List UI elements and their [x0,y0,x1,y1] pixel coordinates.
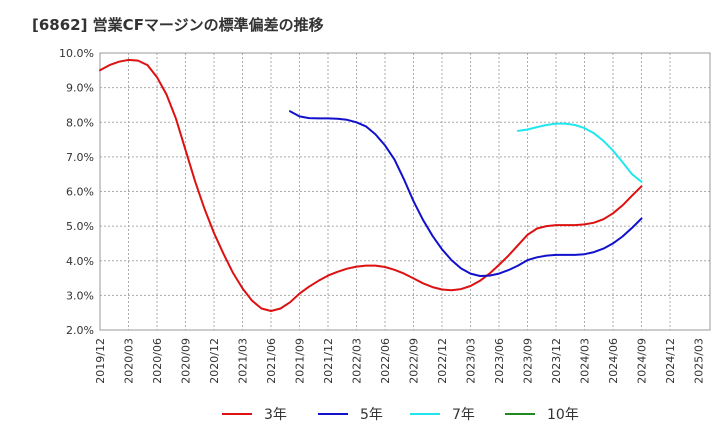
series-line-5年 [289,110,643,277]
y-tick-label: 5.0% [66,220,94,233]
y-tick-label: 10.0% [59,47,94,60]
x-tick-label: 2019/12 [94,338,107,384]
x-tick-label: 2020/12 [208,338,221,384]
y-tick-label: 9.0% [66,82,94,95]
y-tick-label: 7.0% [66,151,94,164]
y-tick-label: 3.0% [66,289,94,302]
x-tick-label: 2021/09 [294,338,307,384]
series-line-3年 [99,58,643,312]
x-tick-label: 2020/09 [180,338,193,384]
legend-label: 7年 [452,407,475,423]
x-tick-label: 2023/12 [550,338,563,384]
x-tick-label: 2022/03 [351,338,364,384]
series-line-7年 [517,122,643,183]
x-tick-label: 2025/03 [693,338,706,384]
x-tick-label: 2020/03 [123,338,136,384]
x-tick-label: 2021/03 [237,338,250,384]
x-tick-label: 2024/03 [579,338,592,384]
x-tick-label: 2022/09 [408,338,421,384]
x-tick-label: 2024/12 [664,338,677,384]
chart-title: [6862] 営業CFマージンの標準偏差の推移 [32,16,324,34]
plot-frame [99,52,711,331]
legend-label: 5年 [360,407,383,423]
x-tick-label: 2021/06 [265,338,278,384]
y-tick-label: 6.0% [66,186,94,199]
x-tick-label: 2024/06 [607,338,620,384]
legend-label: 3年 [264,407,287,423]
legend: 3年 5年 7年 10年 [222,407,579,423]
x-tick-label: 2023/03 [465,338,478,384]
x-axis: 2019/12 2020/03 2020/06 2020/09 2020/12 2021/… [94,338,706,384]
series-lines [99,58,643,312]
x-tick-label: 2024/09 [636,338,649,384]
x-tick-label: 2021/12 [322,338,335,384]
y-tick-label: 2.0% [66,324,94,337]
grid [100,53,710,330]
x-tick-label: 2022/12 [436,338,449,384]
y-tick-label: 4.0% [66,255,94,268]
y-tick-label: 8.0% [66,116,94,129]
y-axis: 2.0% 3.0% 4.0% 5.0% 6.0% 7.0% 8.0% 9.0% 10.0% [59,47,94,337]
x-tick-label: 2022/06 [379,338,392,384]
x-tick-label: 2023/09 [522,338,535,384]
legend-label: 10年 [547,407,579,423]
x-tick-label: 2020/06 [151,338,164,384]
x-tick-label: 2023/06 [493,338,506,384]
